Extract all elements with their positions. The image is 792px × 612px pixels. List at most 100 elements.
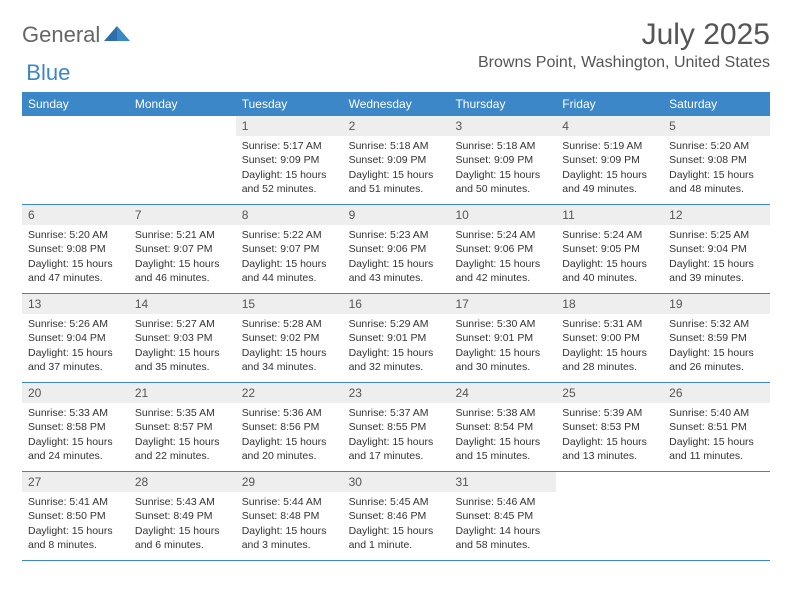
sunrise-text: Sunrise: 5:26 AM	[28, 317, 123, 331]
week-row: 20Sunrise: 5:33 AMSunset: 8:58 PMDayligh…	[22, 383, 770, 472]
day-cell: 14Sunrise: 5:27 AMSunset: 9:03 PMDayligh…	[129, 294, 236, 382]
day-body: Sunrise: 5:36 AMSunset: 8:56 PMDaylight:…	[236, 403, 343, 469]
sunset-text: Sunset: 8:55 PM	[349, 420, 444, 434]
sunset-text: Sunset: 9:07 PM	[242, 242, 337, 256]
daylight-text: Daylight: 15 hours and 52 minutes.	[242, 168, 337, 196]
day-cell: 8Sunrise: 5:22 AMSunset: 9:07 PMDaylight…	[236, 205, 343, 293]
day-body: Sunrise: 5:27 AMSunset: 9:03 PMDaylight:…	[129, 314, 236, 380]
week-row: 1Sunrise: 5:17 AMSunset: 9:09 PMDaylight…	[22, 116, 770, 205]
day-cell: 18Sunrise: 5:31 AMSunset: 9:00 PMDayligh…	[556, 294, 663, 382]
day-number: 5	[663, 116, 770, 136]
sunrise-text: Sunrise: 5:37 AM	[349, 406, 444, 420]
day-number: 28	[129, 472, 236, 492]
daylight-text: Daylight: 14 hours and 58 minutes.	[455, 524, 550, 552]
calendar: SundayMondayTuesdayWednesdayThursdayFrid…	[22, 92, 770, 561]
day-number: 7	[129, 205, 236, 225]
sunrise-text: Sunrise: 5:17 AM	[242, 139, 337, 153]
daylight-text: Daylight: 15 hours and 26 minutes.	[669, 346, 764, 374]
sunrise-text: Sunrise: 5:22 AM	[242, 228, 337, 242]
daylight-text: Daylight: 15 hours and 24 minutes.	[28, 435, 123, 463]
sunrise-text: Sunrise: 5:45 AM	[349, 495, 444, 509]
sunset-text: Sunset: 9:04 PM	[669, 242, 764, 256]
day-number: 15	[236, 294, 343, 314]
daylight-text: Daylight: 15 hours and 8 minutes.	[28, 524, 123, 552]
day-body: Sunrise: 5:22 AMSunset: 9:07 PMDaylight:…	[236, 225, 343, 291]
day-cell: 17Sunrise: 5:30 AMSunset: 9:01 PMDayligh…	[449, 294, 556, 382]
day-body: Sunrise: 5:24 AMSunset: 9:05 PMDaylight:…	[556, 225, 663, 291]
sunset-text: Sunset: 8:59 PM	[669, 331, 764, 345]
day-cell: 9Sunrise: 5:23 AMSunset: 9:06 PMDaylight…	[343, 205, 450, 293]
sunset-text: Sunset: 8:45 PM	[455, 509, 550, 523]
sunrise-text: Sunrise: 5:25 AM	[669, 228, 764, 242]
day-body: Sunrise: 5:43 AMSunset: 8:49 PMDaylight:…	[129, 492, 236, 558]
sunrise-text: Sunrise: 5:35 AM	[135, 406, 230, 420]
sunrise-text: Sunrise: 5:18 AM	[349, 139, 444, 153]
day-number: 1	[236, 116, 343, 136]
day-cell: 3Sunrise: 5:18 AMSunset: 9:09 PMDaylight…	[449, 116, 556, 204]
day-cell: 13Sunrise: 5:26 AMSunset: 9:04 PMDayligh…	[22, 294, 129, 382]
day-body: Sunrise: 5:41 AMSunset: 8:50 PMDaylight:…	[22, 492, 129, 558]
sunset-text: Sunset: 9:02 PM	[242, 331, 337, 345]
day-cell: 28Sunrise: 5:43 AMSunset: 8:49 PMDayligh…	[129, 472, 236, 560]
day-cell: 2Sunrise: 5:18 AMSunset: 9:09 PMDaylight…	[343, 116, 450, 204]
day-cell: 25Sunrise: 5:39 AMSunset: 8:53 PMDayligh…	[556, 383, 663, 471]
sunrise-text: Sunrise: 5:24 AM	[562, 228, 657, 242]
day-cell: 15Sunrise: 5:28 AMSunset: 9:02 PMDayligh…	[236, 294, 343, 382]
day-number: 9	[343, 205, 450, 225]
daylight-text: Daylight: 15 hours and 39 minutes.	[669, 257, 764, 285]
sunset-text: Sunset: 9:06 PM	[349, 242, 444, 256]
day-cell: 21Sunrise: 5:35 AMSunset: 8:57 PMDayligh…	[129, 383, 236, 471]
week-row: 6Sunrise: 5:20 AMSunset: 9:08 PMDaylight…	[22, 205, 770, 294]
sunset-text: Sunset: 9:05 PM	[562, 242, 657, 256]
day-cell: 16Sunrise: 5:29 AMSunset: 9:01 PMDayligh…	[343, 294, 450, 382]
daylight-text: Daylight: 15 hours and 51 minutes.	[349, 168, 444, 196]
sunrise-text: Sunrise: 5:19 AM	[562, 139, 657, 153]
day-body: Sunrise: 5:44 AMSunset: 8:48 PMDaylight:…	[236, 492, 343, 558]
sunrise-text: Sunrise: 5:39 AM	[562, 406, 657, 420]
sunset-text: Sunset: 9:08 PM	[669, 153, 764, 167]
daylight-text: Daylight: 15 hours and 17 minutes.	[349, 435, 444, 463]
sunrise-text: Sunrise: 5:29 AM	[349, 317, 444, 331]
day-cell: 12Sunrise: 5:25 AMSunset: 9:04 PMDayligh…	[663, 205, 770, 293]
day-cell: 5Sunrise: 5:20 AMSunset: 9:08 PMDaylight…	[663, 116, 770, 204]
sunset-text: Sunset: 9:09 PM	[455, 153, 550, 167]
day-cell: 19Sunrise: 5:32 AMSunset: 8:59 PMDayligh…	[663, 294, 770, 382]
weekday-header-row: SundayMondayTuesdayWednesdayThursdayFrid…	[22, 92, 770, 116]
title-block: July 2025 Browns Point, Washington, Unit…	[478, 18, 770, 72]
daylight-text: Daylight: 15 hours and 48 minutes.	[669, 168, 764, 196]
day-cell	[22, 116, 129, 204]
day-body: Sunrise: 5:32 AMSunset: 8:59 PMDaylight:…	[663, 314, 770, 380]
sunset-text: Sunset: 8:57 PM	[135, 420, 230, 434]
day-body: Sunrise: 5:24 AMSunset: 9:06 PMDaylight:…	[449, 225, 556, 291]
day-cell: 23Sunrise: 5:37 AMSunset: 8:55 PMDayligh…	[343, 383, 450, 471]
daylight-text: Daylight: 15 hours and 44 minutes.	[242, 257, 337, 285]
day-cell: 29Sunrise: 5:44 AMSunset: 8:48 PMDayligh…	[236, 472, 343, 560]
sunrise-text: Sunrise: 5:31 AM	[562, 317, 657, 331]
day-body: Sunrise: 5:18 AMSunset: 9:09 PMDaylight:…	[343, 136, 450, 202]
day-body: Sunrise: 5:26 AMSunset: 9:04 PMDaylight:…	[22, 314, 129, 380]
daylight-text: Daylight: 15 hours and 50 minutes.	[455, 168, 550, 196]
sunset-text: Sunset: 8:46 PM	[349, 509, 444, 523]
sunset-text: Sunset: 9:01 PM	[455, 331, 550, 345]
day-body: Sunrise: 5:40 AMSunset: 8:51 PMDaylight:…	[663, 403, 770, 469]
day-cell: 10Sunrise: 5:24 AMSunset: 9:06 PMDayligh…	[449, 205, 556, 293]
day-number: 10	[449, 205, 556, 225]
daylight-text: Daylight: 15 hours and 47 minutes.	[28, 257, 123, 285]
logo-mark-icon	[104, 23, 130, 48]
sunset-text: Sunset: 8:53 PM	[562, 420, 657, 434]
sunrise-text: Sunrise: 5:36 AM	[242, 406, 337, 420]
day-body: Sunrise: 5:18 AMSunset: 9:09 PMDaylight:…	[449, 136, 556, 202]
day-number: 16	[343, 294, 450, 314]
day-cell: 4Sunrise: 5:19 AMSunset: 9:09 PMDaylight…	[556, 116, 663, 204]
day-number: 17	[449, 294, 556, 314]
day-cell: 24Sunrise: 5:38 AMSunset: 8:54 PMDayligh…	[449, 383, 556, 471]
logo-text-blue: Blue	[26, 60, 70, 86]
sunset-text: Sunset: 9:03 PM	[135, 331, 230, 345]
daylight-text: Daylight: 15 hours and 1 minute.	[349, 524, 444, 552]
daylight-text: Daylight: 15 hours and 28 minutes.	[562, 346, 657, 374]
day-body: Sunrise: 5:29 AMSunset: 9:01 PMDaylight:…	[343, 314, 450, 380]
daylight-text: Daylight: 15 hours and 43 minutes.	[349, 257, 444, 285]
day-cell	[556, 472, 663, 560]
day-number: 18	[556, 294, 663, 314]
day-number: 14	[129, 294, 236, 314]
